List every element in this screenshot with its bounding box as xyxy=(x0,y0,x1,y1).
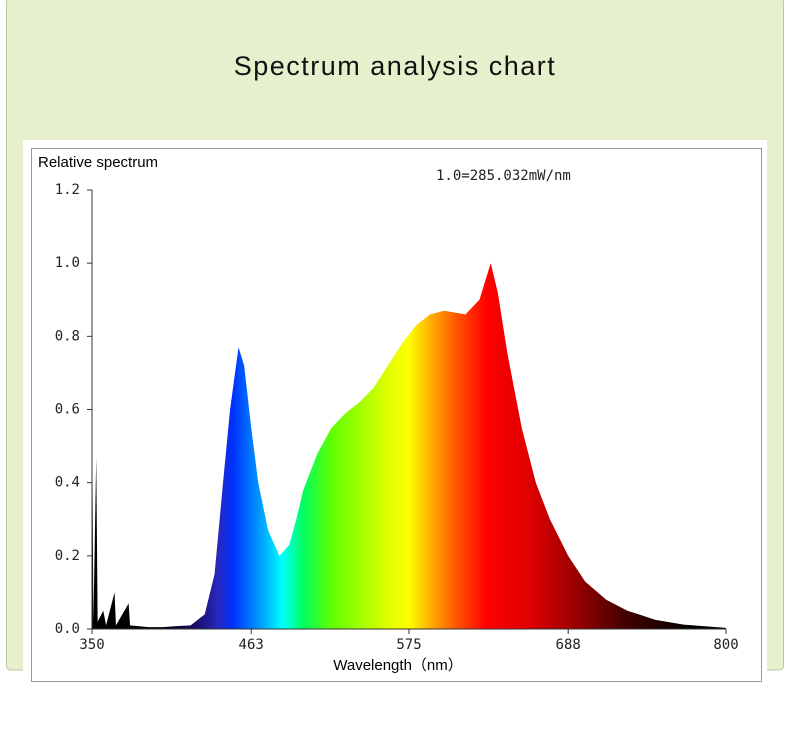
panel-title: Spectrum analysis chart xyxy=(234,51,557,81)
y-tick-label: 0.6 xyxy=(55,402,80,418)
x-tick-label: 463 xyxy=(239,637,264,653)
y-tick-label: 1.2 xyxy=(55,182,80,198)
y-tick-label: 0.2 xyxy=(55,548,80,564)
x-axis-title: Wavelength（nm） xyxy=(333,657,463,674)
plot: 0.0 0.2 0.4 0.6 0.8 1.0 1.2 350 463 575 688 800 xyxy=(55,182,739,653)
x-tick-label: 350 xyxy=(79,637,104,653)
annotation: 1.0=285.032mW/nm xyxy=(436,168,571,184)
x-tick-label: 575 xyxy=(396,637,421,653)
y-tick-label: 0.4 xyxy=(55,475,80,491)
spectrum-area xyxy=(92,263,726,629)
y-tick-label: 1.0 xyxy=(55,255,80,271)
x-tick-label: 800 xyxy=(713,637,738,653)
y-axis-title: Relative spectrum xyxy=(38,154,158,171)
y-tick-label: 0.8 xyxy=(55,328,80,344)
y-tick-label: 0.0 xyxy=(55,621,80,637)
x-tick-label: 688 xyxy=(556,637,581,653)
